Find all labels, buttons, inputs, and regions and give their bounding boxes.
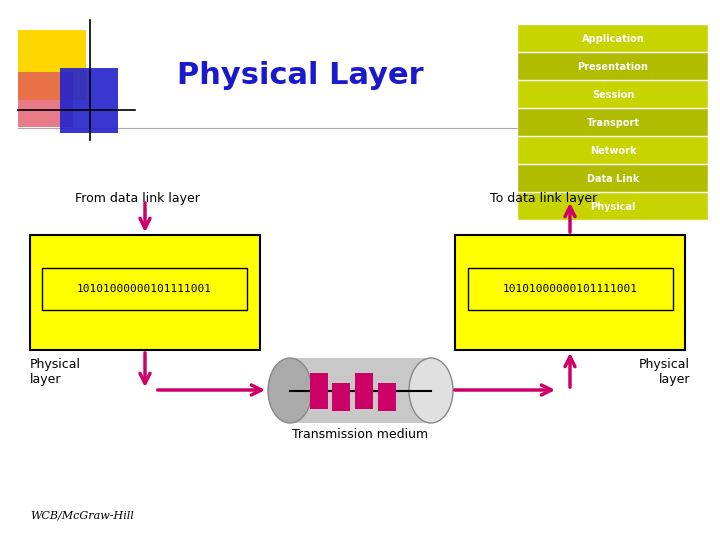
Bar: [60, 68, 118, 133]
Bar: [518, 165, 708, 192]
Text: Network: Network: [590, 146, 636, 156]
Bar: [518, 53, 708, 80]
Bar: [18, 30, 86, 100]
Bar: [468, 268, 673, 310]
Bar: [518, 137, 708, 164]
Bar: [518, 81, 708, 108]
Bar: [18, 72, 73, 127]
Text: Physical Layer: Physical Layer: [176, 60, 423, 90]
Text: Session: Session: [592, 90, 634, 100]
Bar: [42, 268, 247, 310]
Text: Application: Application: [582, 34, 644, 44]
Text: From data link layer: From data link layer: [75, 192, 200, 205]
Text: To data link layer: To data link layer: [490, 192, 598, 205]
Ellipse shape: [409, 358, 453, 423]
Text: 10101000000101111001: 10101000000101111001: [503, 284, 638, 294]
Text: Presentation: Presentation: [577, 62, 649, 72]
Bar: [30, 235, 260, 350]
Text: 10101000000101111001: 10101000000101111001: [77, 284, 212, 294]
Bar: [355, 373, 373, 408]
Text: Physical
layer: Physical layer: [639, 358, 690, 386]
Bar: [455, 235, 685, 350]
Bar: [290, 358, 431, 423]
Text: Physical
layer: Physical layer: [30, 358, 81, 386]
Bar: [310, 373, 328, 408]
Ellipse shape: [268, 358, 312, 423]
Text: WCB/McGraw-Hill: WCB/McGraw-Hill: [30, 510, 134, 520]
Text: Transmission medium: Transmission medium: [292, 428, 428, 441]
Text: Physical: Physical: [590, 202, 636, 212]
Bar: [518, 25, 708, 52]
Text: Data Link: Data Link: [587, 174, 639, 184]
Bar: [518, 193, 708, 220]
Text: Transport: Transport: [587, 118, 639, 128]
Bar: [518, 109, 708, 136]
Bar: [378, 382, 396, 410]
Bar: [332, 382, 350, 410]
